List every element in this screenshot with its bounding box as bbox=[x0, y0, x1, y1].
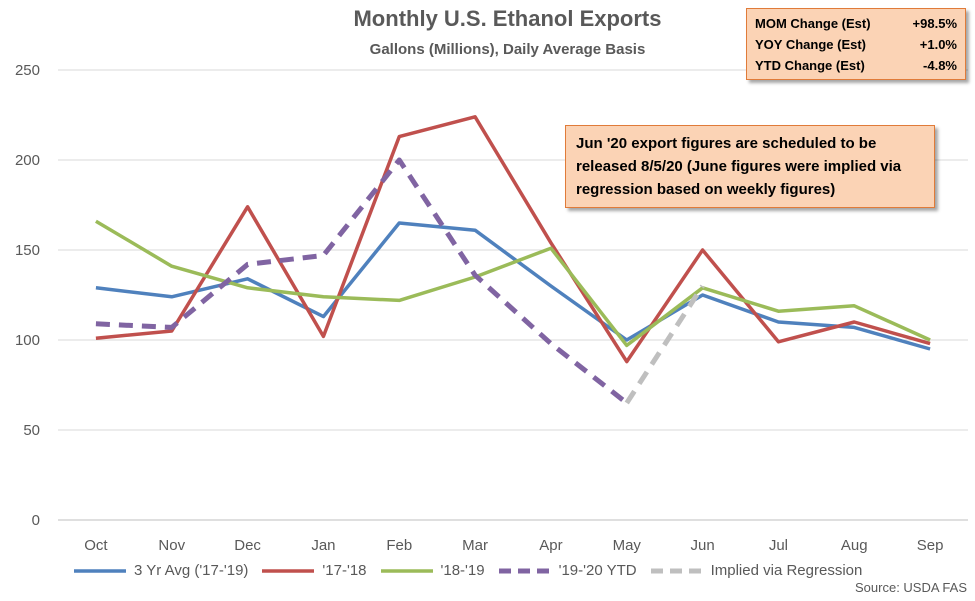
x-tick-label: Oct bbox=[84, 537, 108, 554]
y-tick-label: 50 bbox=[23, 422, 40, 439]
legend-item: '19-'20 YTD bbox=[497, 562, 637, 579]
x-tick-label: Nov bbox=[158, 537, 185, 554]
legend-item: '17-'18 bbox=[260, 562, 367, 579]
x-tick-label: Jul bbox=[769, 537, 788, 554]
x-tick-label: Jun bbox=[690, 537, 714, 554]
series-lines bbox=[95, 115, 931, 405]
stat-ytd: YTD Change (Est) -4.8% bbox=[755, 55, 957, 76]
legend-swatch bbox=[262, 568, 315, 573]
stat-label: YTD Change (Est) bbox=[755, 58, 865, 73]
release-note-box: Jun '20 export figures are scheduled to … bbox=[565, 125, 935, 208]
y-axis-ticks: 0 50 100 150 200 250 bbox=[15, 62, 40, 529]
legend-item: '18-'19 bbox=[379, 562, 485, 579]
legend-label: '17-'18 bbox=[322, 562, 367, 579]
stat-value: +98.5% bbox=[912, 16, 957, 31]
x-tick-label: May bbox=[613, 537, 642, 554]
y-tick-label: 250 bbox=[15, 62, 40, 79]
x-axis-ticks: Oct Nov Dec Jan Feb Mar Apr May Jun Jul Aug Sep bbox=[84, 537, 943, 554]
gridlines bbox=[58, 69, 968, 521]
series-line bbox=[95, 221, 931, 351]
series-line bbox=[95, 219, 931, 348]
series-line bbox=[95, 115, 931, 364]
legend-label: '18-'19 bbox=[440, 562, 485, 579]
legend-swatch bbox=[74, 568, 126, 573]
x-tick-label: Aug bbox=[841, 537, 868, 554]
legend-item: 3 Yr Avg ('17-'19) bbox=[72, 562, 248, 579]
stat-label: MOM Change (Est) bbox=[755, 16, 871, 31]
chart-title: Monthly U.S. Ethanol Exports bbox=[353, 6, 662, 31]
y-tick-label: 100 bbox=[15, 332, 40, 349]
stat-label: YOY Change (Est) bbox=[755, 37, 867, 52]
y-tick-label: 200 bbox=[15, 152, 40, 169]
source-label: Source: USDA FAS bbox=[855, 580, 967, 595]
y-tick-label: 0 bbox=[32, 512, 40, 529]
stat-mom: MOM Change (Est) +98.5% bbox=[755, 13, 957, 34]
x-tick-label: Feb bbox=[386, 537, 412, 554]
x-tick-label: Sep bbox=[917, 537, 944, 554]
stat-value: -4.8% bbox=[923, 58, 957, 73]
legend-swatch bbox=[650, 568, 703, 573]
legend-swatch bbox=[498, 568, 551, 573]
chart-legend: 3 Yr Avg ('17-'19) '17-'18 '18-'19 '19-'20 … bbox=[72, 562, 874, 579]
stat-yoy: YOY Change (Est) +1.0% bbox=[755, 34, 957, 55]
legend-item: Implied via Regression bbox=[649, 562, 863, 579]
legend-label: Implied via Regression bbox=[710, 562, 863, 579]
x-tick-label: Apr bbox=[539, 537, 562, 554]
change-stats-box: MOM Change (Est) +98.5% YOY Change (Est)… bbox=[746, 8, 966, 80]
y-tick-label: 150 bbox=[15, 242, 40, 259]
series-line bbox=[95, 157, 629, 405]
x-tick-label: Mar bbox=[462, 537, 488, 554]
legend-label: '19-'20 YTD bbox=[558, 562, 637, 579]
x-tick-label: Jan bbox=[311, 537, 335, 554]
series-line bbox=[624, 284, 705, 405]
stat-value: +1.0% bbox=[919, 37, 957, 52]
legend-swatch bbox=[380, 568, 433, 573]
x-tick-label: Dec bbox=[234, 537, 261, 554]
legend-label: 3 Yr Avg ('17-'19) bbox=[134, 562, 249, 579]
chart-subtitle: Gallons (Millions), Daily Average Basis bbox=[369, 41, 646, 58]
